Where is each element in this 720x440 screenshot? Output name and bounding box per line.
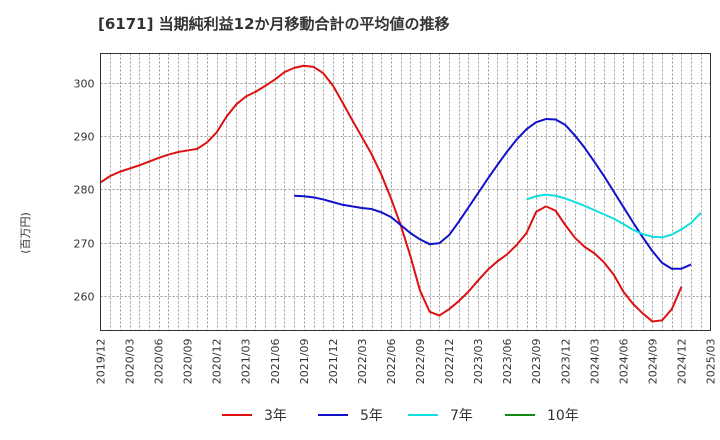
y-tick-label: 280 — [74, 184, 95, 197]
series-layer — [99, 64, 702, 323]
x-tick-label: 2022/03 — [356, 339, 369, 385]
x-tick-label: 2022/09 — [414, 339, 427, 385]
x-tick-label: 2021/09 — [298, 339, 311, 385]
plot-area-frame — [100, 53, 711, 331]
x-tick-label: 2022/12 — [443, 339, 456, 385]
x-tick-label: 2024/12 — [675, 339, 688, 385]
x-tick-label: 2024/09 — [646, 339, 659, 385]
x-tick-label: 2021/12 — [327, 339, 340, 385]
grid-layer — [100, 53, 711, 331]
x-tick-label: 2020/09 — [182, 339, 195, 385]
chart-title: [6171] 当期純利益12か月移動合計の平均値の推移 — [98, 15, 450, 33]
x-tick-label: 2020/06 — [153, 339, 166, 385]
y-tick-label: 260 — [74, 291, 95, 304]
y-tick-label: 300 — [74, 78, 95, 91]
x-tick-label: 2025/03 — [705, 339, 718, 385]
y-tick-label: 290 — [74, 131, 95, 144]
legend: 3年 5年 7年 10年 — [222, 408, 579, 424]
series-line-0 — [99, 64, 683, 323]
x-tick-label: 2021/03 — [240, 339, 253, 385]
x-tick-label: 2024/03 — [588, 339, 601, 385]
y-tick-labels: 260 270 280 290 300 — [74, 78, 95, 304]
legend-label-2: 7年 — [450, 408, 473, 424]
series-line-1 — [294, 118, 692, 270]
x-tick-label: 2022/06 — [385, 339, 398, 385]
x-tick-label: 2023/09 — [530, 339, 543, 385]
x-tick-label: 2023/06 — [501, 339, 514, 385]
y-tick-label: 270 — [74, 238, 95, 251]
x-tick-label: 2021/06 — [269, 339, 282, 385]
x-tick-label: 2019/12 — [95, 339, 108, 385]
x-tick-label: 2020/03 — [124, 339, 137, 385]
legend-label-1: 5年 — [360, 408, 383, 424]
series-line-2 — [526, 193, 702, 239]
x-tick-label: 2023/12 — [559, 339, 572, 385]
legend-label-3: 10年 — [547, 408, 579, 424]
x-tick-label: 2024/06 — [617, 339, 630, 385]
x-tick-labels: 2019/12 2020/03 2020/06 2020/09 2020/12 2021/… — [95, 339, 718, 385]
x-tick-label: 2020/12 — [211, 339, 224, 385]
x-tick-label: 2023/03 — [472, 339, 485, 385]
legend-label-0: 3年 — [264, 408, 287, 424]
